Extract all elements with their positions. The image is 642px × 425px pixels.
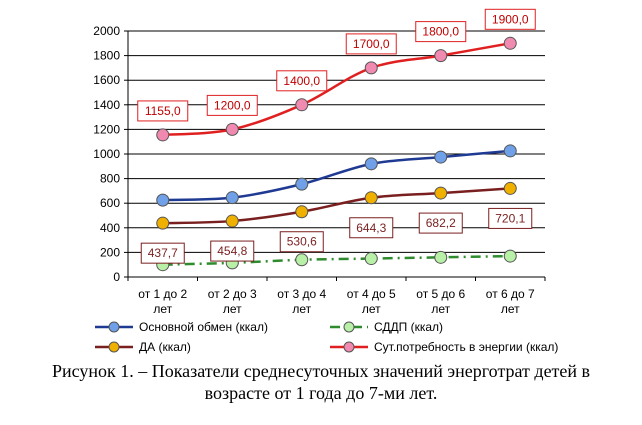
y-tick-label: 800 [100, 172, 120, 186]
y-tick-label: 600 [100, 196, 120, 210]
data-point [225, 191, 239, 205]
data-label: 682,2 [418, 212, 463, 234]
data-label-text: 1155,0 [145, 104, 181, 118]
data-label-text: 1200,0 [214, 98, 251, 112]
data-label-text: 644,3 [356, 221, 386, 235]
data-label-text: 454,8 [217, 244, 247, 258]
series-line-2 [162, 187, 511, 225]
y-tick-label: 0 [113, 270, 120, 284]
legend: Основной обмен (ккал) СДДП (ккал) ДА (ккал… [95, 320, 558, 354]
data-label-text: 1400,0 [283, 74, 320, 88]
data-label: 1155,0 [137, 100, 189, 122]
legend-label: Сут.потребность в энергии (ккал) [374, 340, 558, 354]
y-tick-label: 1800 [93, 49, 120, 63]
y-tick-label: 1200 [93, 122, 120, 136]
legend-entry-1: СДДП (ккал) [330, 320, 443, 334]
legend-swatch-marker [343, 321, 355, 333]
y-tick-label: 1400 [93, 98, 120, 112]
data-point [434, 49, 448, 63]
data-label: 1700,0 [345, 33, 397, 55]
legend-entry-2: ДА (ккал) [95, 340, 191, 354]
data-point [156, 193, 170, 207]
axes: 0 200 400 600 800 1000 1200 1400 1600 1800 2000 от … [93, 24, 546, 316]
data-point [364, 252, 378, 266]
data-label: 1400,0 [276, 70, 328, 92]
x-tick-label: от 3 до 4 лет [277, 287, 326, 316]
data-point [225, 214, 239, 228]
data-label-text: 1900,0 [492, 12, 529, 26]
data-point [434, 186, 448, 200]
data-label: 454,8 [210, 240, 255, 262]
data-label-text: 1800,0 [422, 25, 459, 39]
x-tick-label: от 4 до 5 лет [347, 287, 396, 316]
series-lines [156, 36, 517, 272]
legend-swatch-marker [343, 341, 355, 353]
figure-caption: Рисунок 1. – Показатели среднесуточных з… [0, 360, 642, 404]
series-line-0 [162, 149, 511, 202]
data-label-text: 682,2 [426, 216, 456, 230]
data-point [364, 191, 378, 205]
legend-label: Основной обмен (ккал) [139, 320, 268, 334]
data-point [156, 216, 170, 230]
y-tick-label: 1000 [93, 147, 120, 161]
y-tick-label: 2000 [93, 24, 120, 38]
data-point [295, 177, 309, 191]
data-label: 1900,0 [484, 8, 536, 30]
y-tick-label: 400 [100, 221, 120, 235]
x-tick-label: от 2 до 3 лет [208, 287, 257, 316]
data-label: 644,3 [349, 217, 394, 239]
x-tick-label: от 6 до 7 лет [486, 287, 535, 316]
data-label: 437,7 [140, 242, 185, 264]
data-label-text: 437,7 [148, 246, 178, 260]
data-label-text: 720,1 [495, 211, 525, 225]
data-point [156, 128, 170, 142]
legend-entry-3: Сут.потребность в энергии (ккал) [330, 340, 558, 354]
data-label: 1800,0 [415, 21, 467, 43]
legend-swatch-marker [108, 341, 120, 353]
data-point [364, 61, 378, 75]
legend-swatch-marker [108, 321, 120, 333]
data-point [503, 36, 517, 50]
legend-entry-0: Основной обмен (ккал) [95, 320, 268, 334]
legend-label: СДДП (ккал) [374, 320, 443, 334]
legend-label: ДА (ккал) [139, 340, 191, 354]
data-label-text: 530,6 [287, 235, 317, 249]
data-point [434, 150, 448, 164]
data-point [295, 205, 309, 219]
x-tick-label: от 5 до 6 лет [416, 287, 465, 316]
y-tick-label: 1600 [93, 73, 120, 87]
caption-line-2: возрасте от 1 года до 7-ми лет. [204, 383, 438, 403]
data-label: 720,1 [488, 207, 533, 229]
y-tick-label: 200 [100, 245, 120, 259]
data-point [364, 157, 378, 171]
data-point [295, 253, 309, 267]
data-point [295, 98, 309, 112]
gridlines [128, 30, 545, 253]
x-tick-label: от 1 до 2 лет [138, 287, 187, 316]
data-label: 1200,0 [206, 94, 258, 116]
data-point [503, 181, 517, 195]
series-line-3 [162, 42, 511, 137]
data-point [503, 249, 517, 263]
data-label: 530,6 [279, 231, 324, 253]
data-labels: 437,7 454,8 530,6 644,3 682,2 720,1 1155,0 1200… [137, 8, 536, 264]
data-label-text: 1700,0 [353, 37, 390, 51]
data-point [434, 250, 448, 264]
caption-line-1: Рисунок 1. – Показатели среднесуточных з… [51, 361, 591, 381]
data-point [503, 144, 517, 158]
energy-line-chart: 0 200 400 600 800 1000 1200 1400 1600 1800 2000 от … [93, 8, 558, 354]
data-point [225, 122, 239, 136]
